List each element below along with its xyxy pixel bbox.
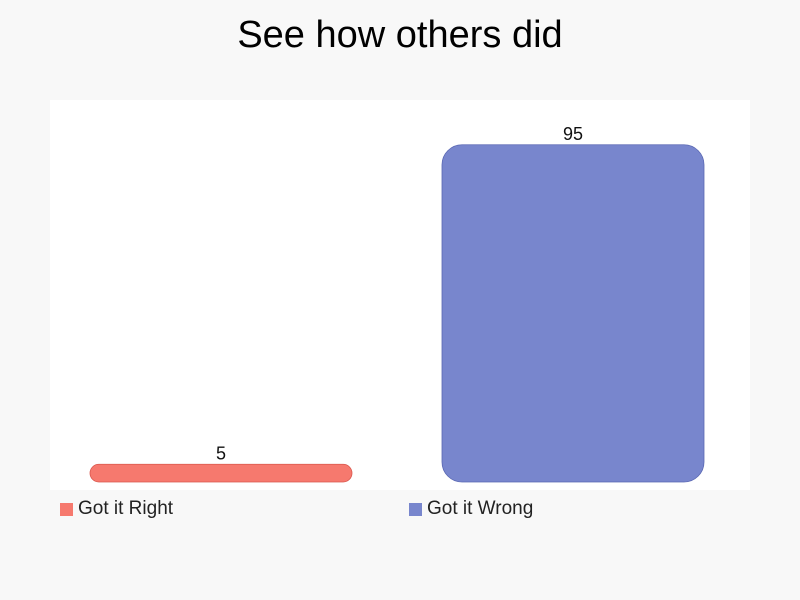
legend-item-right[interactable]: Got it Right	[60, 498, 173, 520]
bar-chart: 5 95	[89, 124, 705, 483]
chart-title: See how others did	[237, 14, 563, 56]
legend-label-right: Got it Right	[78, 498, 174, 519]
bar-got-it-right[interactable]	[89, 463, 353, 483]
plot-area: 5 95	[50, 100, 750, 490]
legend-item-wrong[interactable]: Got it Wrong	[409, 498, 533, 520]
data-label-got-it-wrong: 95	[563, 124, 583, 144]
bar-got-it-wrong[interactable]	[441, 144, 705, 483]
legend: Got it Right Got it Wrong	[0, 498, 800, 522]
legend-label-wrong: Got it Wrong	[427, 498, 534, 519]
legend-swatch-wrong	[409, 502, 422, 516]
data-label-got-it-right: 5	[216, 443, 226, 463]
legend-swatch-right	[60, 502, 73, 516]
